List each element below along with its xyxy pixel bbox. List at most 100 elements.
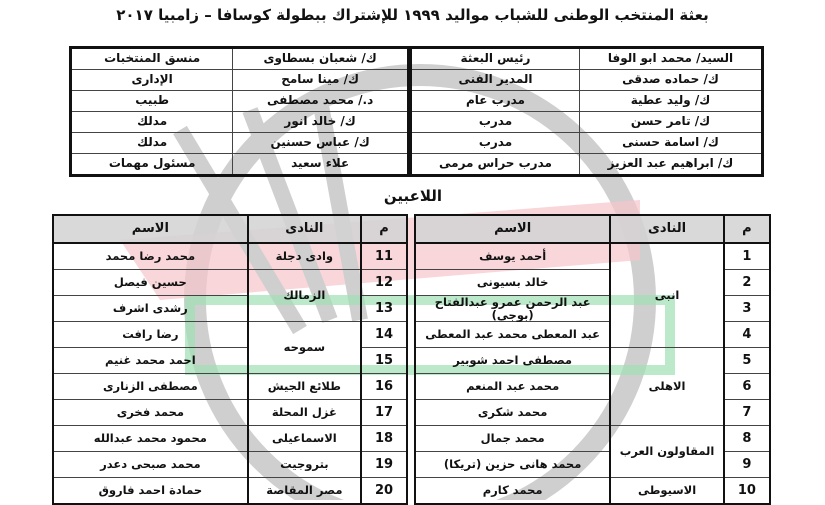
staff-name: السيد/ محمد ابو الوفا: [578, 47, 764, 70]
staff-role: مسئول مهمات: [69, 153, 234, 176]
player-number: 10: [722, 477, 772, 505]
player-club: الزمالك: [246, 269, 362, 322]
player-number: 20: [359, 477, 409, 505]
page-title: بعثة المنتخب الوطنى للشباب مواليد ١٩٩٩ ل…: [116, 6, 709, 24]
player-number: 6: [722, 373, 772, 400]
staff-role: المدير الفنى: [410, 69, 580, 91]
player-number: 12: [359, 269, 409, 296]
staff-role: مدرب عام: [410, 90, 580, 112]
staff-row: ك/ حماده صدقى المدير الفنى: [410, 69, 764, 91]
player-number: 9: [722, 451, 772, 478]
player-name: مصطفى الزنارى: [52, 373, 249, 400]
player-club: انبى: [609, 242, 725, 348]
staff-row: ك/ ابراهيم عبد العزيز مدرب حراس مرمى: [410, 153, 764, 176]
player-name: محمد كارم: [414, 477, 611, 505]
player-club: طلائع الجيش: [246, 373, 362, 400]
staff-role: طبيب: [69, 90, 234, 112]
table-row: 8 المقاولون العرب محمد جمال: [414, 425, 772, 478]
player-name: احمد محمد غنيم: [52, 347, 249, 374]
staff-role: مدرب: [410, 111, 580, 133]
staff-row: السيد/ محمد ابو الوفا رئيس البعثة: [410, 47, 764, 70]
player-number: 1: [722, 242, 772, 270]
table-row: 11 وادى دجلة محمد رضا محمد: [52, 242, 409, 270]
staff-row: ك/ وليد عطية مدرب عام: [410, 90, 764, 112]
player-name: محمد جمال: [414, 425, 611, 452]
table-row: 5 الاهلى مصطفى احمد شوبير: [414, 347, 772, 426]
player-club: وادى دجلة: [246, 242, 362, 270]
player-name: محمد شكرى: [414, 399, 611, 426]
table-row: 10 الاسيوطى محمد كارم: [414, 477, 772, 505]
players-table-right: م النادى الاسم 1 انبى أحمد يوسف 2 خالد بسيونى 3 ع…: [413, 214, 772, 505]
staff-role: رئيس البعثة: [410, 47, 580, 70]
staff-name: ك/ اسامة حسنى: [578, 132, 764, 154]
staff-name: د./ محمد مصطفى: [232, 90, 409, 112]
player-name: أحمد يوسف: [414, 242, 611, 270]
staff-table-right: السيد/ محمد ابو الوفا رئيس البعثة ك/ حماده…: [409, 46, 764, 177]
player-number: 4: [722, 321, 772, 348]
player-number: 13: [359, 295, 409, 322]
player-number: 16: [359, 373, 409, 400]
player-number: 19: [359, 451, 409, 478]
staff-role: مدلك: [69, 132, 234, 154]
staff-row: علاء سعيد مسئول مهمات: [69, 153, 409, 176]
player-name: خالد بسيونى: [414, 269, 611, 296]
header-name: الاسم: [413, 214, 612, 244]
player-name: عبد الرحمن عمرو عبدالفتاح (بوجى): [414, 295, 611, 322]
staff-role: الإدارى: [69, 69, 234, 91]
staff-role: مدرب حراس مرمى: [410, 153, 580, 176]
player-club: الاسيوطى: [609, 477, 725, 505]
player-club: المقاولون العرب: [609, 425, 725, 478]
players-table-left: م النادى الاسم 11 وادى دجلة محمد رضا محمد 12 ال…: [52, 214, 409, 505]
player-club: الاهلى: [609, 347, 725, 426]
player-club: غزل المحلة: [246, 399, 362, 426]
staff-row: ك/ خالد انور مدلك: [69, 111, 409, 133]
player-number: 3: [722, 295, 772, 322]
player-number: 17: [359, 399, 409, 426]
staff-row: د./ محمد مصطفى طبيب: [69, 90, 409, 112]
staff-role: منسق المنتخبات: [69, 47, 234, 70]
table-row: 18 الاسماعيلى محمود محمد عبدالله: [52, 425, 409, 452]
player-name: مصطفى احمد شوبير: [414, 347, 611, 374]
player-number: 8: [722, 425, 772, 452]
player-name: محمد عبد المنعم: [414, 373, 611, 400]
player-number: 15: [359, 347, 409, 374]
staff-name: ك/ حماده صدقى: [578, 69, 764, 91]
player-number: 2: [722, 269, 772, 296]
header-club: النادى: [609, 214, 725, 244]
player-name: محمد هانى حزين (تريكا): [414, 451, 611, 478]
staff-row: ك/ عباس حسنين مدلك: [69, 132, 409, 154]
table-row: 1 انبى أحمد يوسف: [414, 242, 772, 348]
player-name: محمود محمد عبدالله: [52, 425, 249, 452]
header-num: م: [722, 214, 772, 244]
staff-name: ك/ وليد عطية: [578, 90, 764, 112]
player-club: سموحه: [246, 321, 362, 374]
player-name: محمد صبحى دعدر: [52, 451, 249, 478]
staff-name: ك/ تامر حسن: [578, 111, 764, 133]
header-club: النادى: [246, 214, 362, 244]
staff-row: ك/ شعبان بسطاوى منسق المنتخبات: [69, 47, 409, 70]
header-name: الاسم: [52, 214, 249, 244]
table-row: 19 بتروجيت محمد صبحى دعدر: [52, 451, 409, 478]
table-row: 12 الزمالك حسين فيصل: [52, 269, 409, 322]
player-name: حمادة احمد فاروق: [52, 477, 249, 505]
player-name: رشدى اشرف: [52, 295, 249, 322]
player-number: 14: [359, 321, 409, 348]
staff-row: ك/ اسامة حسنى مدرب: [410, 132, 764, 154]
player-name: محمد رضا محمد: [52, 242, 249, 270]
table-row: 16 طلائع الجيش مصطفى الزنارى: [52, 373, 409, 400]
header-num: م: [359, 214, 409, 244]
header-row: م النادى الاسم: [413, 214, 772, 244]
staff-role: مدرب: [410, 132, 580, 154]
staff-name: ك/ مينا سامح: [232, 69, 409, 91]
table-row: 20 مصر المقاصة حمادة احمد فاروق: [52, 477, 409, 505]
player-name: حسين فيصل: [52, 269, 249, 296]
staff-row: ك/ تامر حسن مدرب: [410, 111, 764, 133]
player-club: بتروجيت: [246, 451, 362, 478]
player-club: مصر المقاصة: [246, 477, 362, 505]
player-name: رضا رافت: [52, 321, 249, 348]
player-number: 18: [359, 425, 409, 452]
player-name: محمد فخرى: [52, 399, 249, 426]
player-club: الاسماعيلى: [246, 425, 362, 452]
table-row: 17 غزل المحلة محمد فخرى: [52, 399, 409, 426]
staff-row: ك/ مينا سامح الإدارى: [69, 69, 409, 91]
